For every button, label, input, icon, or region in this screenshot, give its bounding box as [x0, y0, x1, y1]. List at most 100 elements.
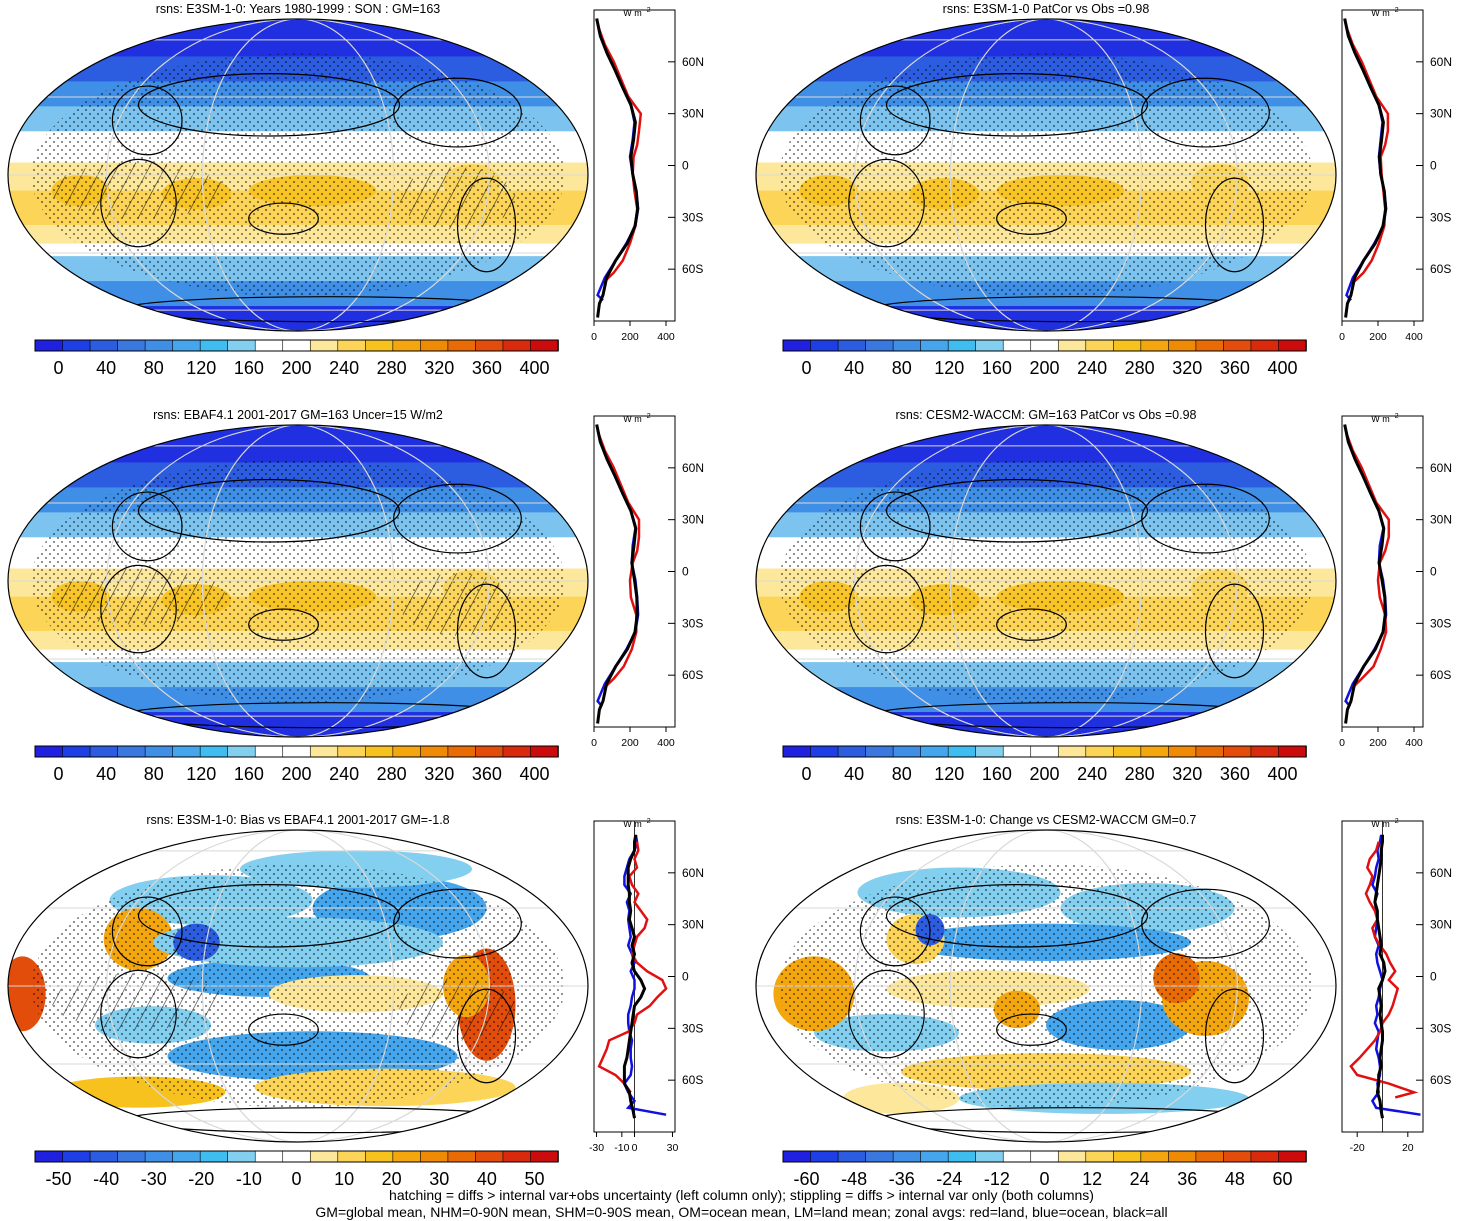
zonal-x-label: 0	[591, 331, 597, 343]
colorbar-swatch	[1057, 1150, 1087, 1163]
colorbar-swatch	[1223, 1150, 1252, 1163]
zonal-series-land	[1349, 841, 1419, 1099]
panel-4: rsns: CESM2-WACCM: GM=163 PatCor vs Obs …	[755, 408, 1452, 784]
colorbar-tick-label: -24	[936, 1169, 962, 1189]
zonal-series-all	[1343, 424, 1387, 724]
colorbar-swatch	[309, 1150, 339, 1163]
zonal-x-label: 30	[667, 1142, 679, 1154]
zonal-lat-label: 60N	[682, 866, 704, 880]
colorbar-swatch	[365, 1150, 394, 1163]
colorbar-frame	[34, 339, 559, 352]
colorbar-swatch	[530, 1150, 559, 1163]
zonal-lat-label: 60S	[1430, 262, 1451, 276]
colorbar: -60 -48 -36 -24 -12 0 12 24 36 48 60	[782, 1150, 1307, 1189]
graticule-meridian	[854, 425, 1238, 737]
colorbar-swatch	[1085, 745, 1115, 758]
panel-title: rsns: E3SM-1-0: Years 1980-1999 : SON : …	[156, 2, 441, 16]
zonal-units-exponent: -2	[1392, 7, 1398, 14]
zonal-lat-label: 0	[1430, 970, 1437, 984]
colorbar-swatch	[254, 1150, 284, 1163]
map-color-band	[8, 19, 588, 58]
zonal-series-all	[595, 424, 639, 724]
continent-outline	[456, 177, 517, 273]
colorbar-swatch	[1223, 745, 1252, 758]
colorbar-tick-label: -36	[889, 1169, 915, 1189]
colorbar-tick-label: 24	[1130, 1169, 1150, 1189]
colorbar-swatch	[62, 339, 91, 352]
zonal-x-label: 400	[1405, 331, 1423, 343]
zonal-x-label: 20	[1402, 1142, 1414, 1154]
zonal-x-label: 0	[1339, 737, 1345, 749]
colorbar-tick-label: 240	[329, 764, 359, 784]
continent-outline	[1204, 177, 1265, 273]
zonal-x-label: -20	[1350, 1142, 1365, 1154]
colorbar-swatch	[475, 745, 504, 758]
colorbar-tick-label: 80	[144, 358, 164, 378]
continent-outline	[996, 1013, 1067, 1046]
zonal-x-label: 400	[657, 331, 675, 343]
continent-outline	[885, 883, 1149, 948]
colorbar-swatch	[34, 339, 64, 352]
panel-6: rsns: E3SM-1-0: Change vs CESM2-WACCM GM…	[755, 813, 1452, 1189]
colorbar-swatch	[475, 1150, 504, 1163]
continent-outline	[456, 583, 517, 679]
continent-outline	[848, 564, 925, 654]
zonal-lat-label: 30N	[1430, 918, 1452, 932]
zonal-lat-label: 0	[682, 565, 689, 579]
colorbar-tick-label: 400	[519, 764, 549, 784]
colorbar-tick-label: 30	[429, 1169, 449, 1189]
map-outline	[755, 18, 1337, 332]
zonal-units: W m	[623, 8, 642, 18]
colorbar-tick-label: 360	[472, 358, 502, 378]
zonal-units: W m	[1371, 8, 1390, 18]
colorbar-swatch	[920, 1150, 949, 1163]
colorbar-tick-label: 200	[1029, 358, 1059, 378]
colorbar-swatch	[865, 339, 894, 352]
graticule-meridian	[201, 425, 395, 737]
panel-1: rsns: E3SM-1-0: Years 1980-1999 : SON : …	[7, 2, 704, 378]
map-color-band	[756, 425, 1336, 464]
colorbar-swatch	[782, 1150, 812, 1163]
continent-outline	[137, 73, 401, 137]
graticule-meridian	[854, 19, 1238, 331]
colorbar-swatch	[392, 745, 422, 758]
colorbar-swatch	[337, 339, 367, 352]
panel-3: rsns: EBAF4.1 2001-2017 GM=163 Uncer=15 …	[7, 408, 704, 784]
zonal-units-exponent: -2	[644, 818, 650, 825]
colorbar-swatch	[1113, 1150, 1142, 1163]
zonal-series-land	[597, 841, 668, 1094]
colorbar-swatch	[837, 745, 867, 758]
colorbar-tick-label: 360	[472, 764, 502, 784]
colorbar-tick-label: -40	[93, 1169, 119, 1189]
zonal-x-label: 400	[657, 737, 675, 749]
zonal-lat-label: 60N	[682, 55, 704, 69]
colorbar-tick-label: 400	[1267, 358, 1297, 378]
footnote-line-2: GM=global mean, NHM=0-90N mean, SHM=0-90…	[315, 1204, 1168, 1220]
zonal-series-land	[595, 18, 643, 283]
colorbar-swatch	[144, 339, 174, 352]
continent-outline	[996, 202, 1067, 235]
colorbar-swatch	[34, 1150, 64, 1163]
zonal-series-all	[622, 834, 647, 1119]
colorbar-tick-label: 360	[1220, 764, 1250, 784]
continent-outline	[848, 158, 925, 248]
colorbar-swatch	[199, 339, 229, 352]
colorbar-tick-label: 48	[1225, 1169, 1245, 1189]
zonal-profile: 60N 30N 0 30S 60S 0 200 400 W m -2	[591, 7, 704, 343]
colorbar-swatch	[947, 745, 977, 758]
zonal-x-label: 200	[1369, 331, 1387, 343]
colorbar-swatch	[892, 745, 922, 758]
panel-title: rsns: E3SM-1-0: Change vs CESM2-WACCM GM…	[896, 813, 1197, 827]
zonal-units: W m	[623, 819, 642, 829]
panel-2: rsns: E3SM-1-0 PatCor vs Obs =0.98 0 40 80 1…	[755, 2, 1452, 378]
colorbar-swatch	[1030, 1150, 1060, 1163]
colorbar-tick-label: 120	[934, 358, 964, 378]
zonal-series-land	[1343, 18, 1390, 283]
colorbar-swatch	[447, 1150, 477, 1163]
colorbar-swatch	[865, 1150, 894, 1163]
continent-outline	[100, 158, 177, 248]
colorbar-swatch	[144, 745, 174, 758]
colorbar-tick-label: 200	[281, 358, 311, 378]
